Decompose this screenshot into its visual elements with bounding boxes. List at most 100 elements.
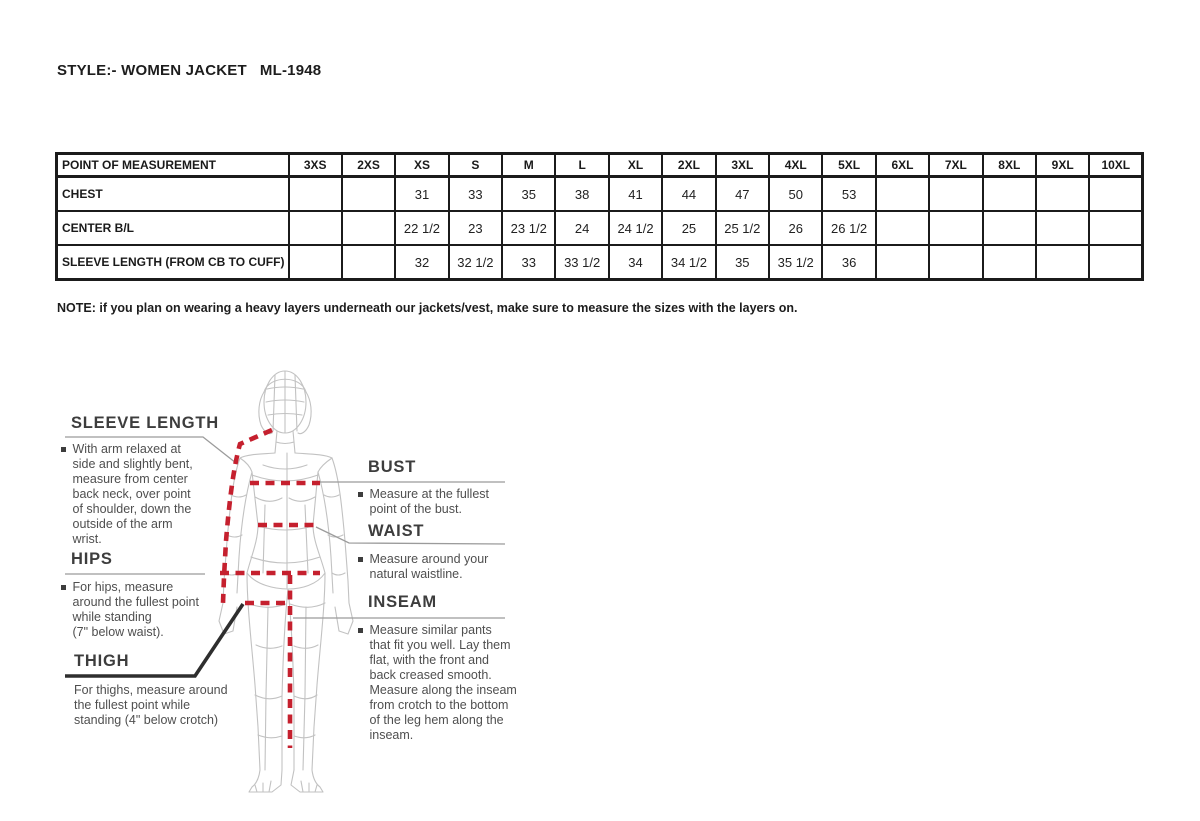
size-value-cell: 44 — [661, 175, 717, 212]
document-title: STYLE:- WOMEN JACKET ML-1948 — [57, 62, 322, 79]
size-value-cell: 35 1/2 — [768, 244, 824, 281]
column-header-size: 3XS — [287, 152, 343, 178]
column-header-size: XS — [394, 152, 450, 178]
bust-description: Measure at the fullest point of the bust… — [358, 487, 518, 517]
waist-heading: WAIST — [368, 522, 425, 540]
size-value-cell: 31 — [394, 175, 450, 212]
column-header-size: M — [501, 152, 557, 178]
size-value-cell — [1034, 175, 1091, 212]
row-label: SLEEVE LENGTH (FROM CB TO CUFF) — [55, 244, 290, 281]
hips-heading: HIPS — [71, 550, 113, 568]
column-header-size: 8XL — [981, 152, 1037, 178]
size-value-cell: 23 — [447, 210, 504, 246]
size-value-cell — [340, 210, 397, 246]
size-value-cell — [1088, 244, 1144, 281]
size-value-cell: 50 — [768, 175, 824, 212]
size-value-cell: 41 — [607, 175, 664, 212]
bullet-square-icon — [358, 628, 363, 633]
hips-description: For hips, measure around the fullest poi… — [61, 580, 231, 640]
size-value-cell — [928, 210, 984, 246]
note-text: NOTE: if you plan on wearing a heavy lay… — [57, 301, 798, 315]
column-header-size: 10XL — [1088, 152, 1144, 178]
size-value-cell — [340, 244, 397, 281]
bust-heading: BUST — [368, 458, 417, 476]
size-value-cell: 26 — [768, 210, 824, 246]
size-value-cell — [874, 244, 931, 281]
table-row: CENTER B/L 22 1/2 23 23 1/2 24 24 1/2 25 25 1/2… — [55, 210, 1144, 246]
table-row: SLEEVE LENGTH (FROM CB TO CUFF) 32 32 1/2 3… — [55, 244, 1144, 281]
size-value-cell: 34 1/2 — [661, 244, 717, 281]
size-value-cell: 33 — [447, 175, 504, 212]
thigh-description: For thighs, measure around the fullest p… — [74, 683, 228, 727]
size-value-cell — [928, 175, 984, 212]
bullet-square-icon — [61, 585, 66, 590]
column-header-size: L — [554, 152, 610, 178]
size-value-cell — [981, 244, 1037, 281]
size-chart-table-wrap: POINT OF MEASUREMENT 3XS 2XS XS S M L XL 2XL 3XL 4… — [55, 152, 1145, 281]
size-value-cell: 33 1/2 — [554, 244, 610, 281]
size-value-cell — [340, 175, 397, 212]
thigh-pointer-line — [65, 603, 245, 678]
column-header-size: 2XL — [661, 152, 717, 178]
bullet-square-icon — [358, 492, 363, 497]
size-value-cell — [981, 210, 1037, 246]
column-header-size: 2XS — [340, 152, 397, 178]
size-value-cell: 25 — [661, 210, 717, 246]
measurement-dash-lines — [220, 427, 320, 748]
size-value-cell — [1034, 210, 1091, 246]
body-figure-illustration — [65, 370, 506, 793]
sleeve-length-dash — [220, 427, 273, 604]
column-header-size: 5XL — [821, 152, 877, 178]
column-header-size: 3XL — [714, 152, 771, 178]
size-value-cell — [1034, 244, 1091, 281]
size-value-cell: 32 — [394, 244, 450, 281]
size-chart-table: POINT OF MEASUREMENT 3XS 2XS XS S M L XL 2XL 3XL 4… — [55, 152, 1145, 281]
column-header-point-of-measurement: POINT OF MEASUREMENT — [55, 152, 290, 178]
size-value-cell: 25 1/2 — [714, 210, 771, 246]
size-value-cell: 23 1/2 — [501, 210, 557, 246]
row-label: CENTER B/L — [55, 210, 290, 246]
size-value-cell — [1088, 175, 1144, 212]
size-value-cell: 24 1/2 — [607, 210, 664, 246]
column-header-size: 6XL — [874, 152, 931, 178]
size-value-cell: 34 — [607, 244, 664, 281]
size-value-cell: 38 — [554, 175, 610, 212]
size-value-cell — [981, 175, 1037, 212]
waist-description: Measure around your natural waistline. — [358, 552, 518, 582]
column-header-size: 7XL — [928, 152, 984, 178]
size-value-cell: 35 — [501, 175, 557, 212]
row-label: CHEST — [55, 175, 290, 212]
size-value-cell: 35 — [714, 244, 771, 281]
sleeve-length-heading: SLEEVE LENGTH — [71, 414, 219, 432]
size-value-cell: 26 1/2 — [821, 210, 877, 246]
mannequin-wireframe — [218, 370, 354, 793]
column-header-size: 4XL — [768, 152, 824, 178]
thigh-heading: THIGH — [74, 652, 130, 670]
bullet-square-icon — [61, 447, 66, 452]
size-value-cell: 47 — [714, 175, 771, 212]
inseam-heading: INSEAM — [368, 593, 437, 611]
sleeve-length-description: With arm relaxed at side and slightly be… — [61, 442, 213, 547]
size-value-cell — [287, 244, 343, 281]
size-value-cell — [287, 210, 343, 246]
size-value-cell: 32 1/2 — [447, 244, 504, 281]
inseam-description: Measure similar pants that fit you well.… — [358, 623, 528, 743]
bullet-square-icon — [358, 557, 363, 562]
column-header-size: XL — [607, 152, 664, 178]
table-row: CHEST 31 33 35 38 41 44 47 50 53 — [55, 175, 1144, 212]
size-value-cell — [928, 244, 984, 281]
size-value-cell — [1088, 210, 1144, 246]
leader-lines — [65, 436, 506, 619]
size-value-cell: 22 1/2 — [394, 210, 450, 246]
column-header-size: 9XL — [1034, 152, 1091, 178]
size-value-cell: 36 — [821, 244, 877, 281]
size-value-cell — [874, 175, 931, 212]
column-header-size: S — [447, 152, 504, 178]
size-value-cell: 53 — [821, 175, 877, 212]
size-value-cell: 24 — [554, 210, 610, 246]
measurement-guide-diagram: SLEEVE LENGTH With arm relaxed at side a… — [55, 345, 635, 811]
size-value-cell: 33 — [501, 244, 557, 281]
size-value-cell — [287, 175, 343, 212]
size-value-cell — [874, 210, 931, 246]
